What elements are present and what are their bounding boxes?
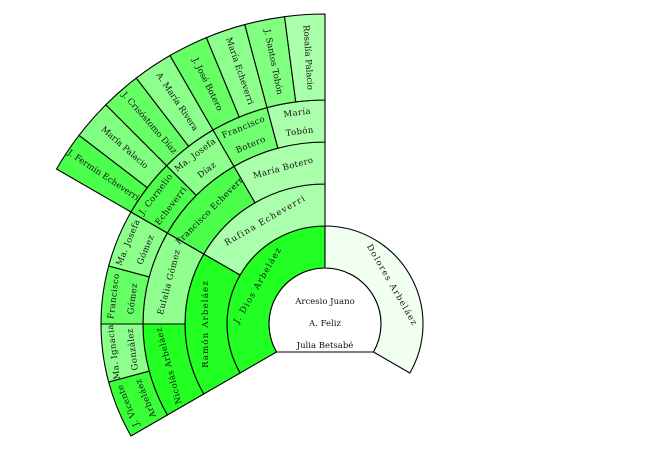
person-j-santos-tobon[interactable]: J. Santos Tobón — [244, 16, 297, 109]
person-rosalia-palacio[interactable]: Rosalía Palacio — [283, 13, 326, 103]
person-cell[interactable] — [324, 225, 424, 374]
center-person-label: Arcesio Juano A. Feliz Julia Betsabé — [294, 297, 354, 351]
person-ma-josefa-diaz[interactable]: Ma. JosefaDíaz — [165, 129, 235, 197]
person-j-vicente-arbelaez[interactable]: J. VicenteArbeláez — [107, 370, 169, 437]
center-name-line: Julia Betsabé — [296, 340, 354, 351]
person-maria-palacio[interactable]: María Palacio — [78, 104, 168, 189]
person-name-line: María — [283, 106, 312, 121]
person-cell[interactable] — [283, 13, 326, 103]
person-maria-botero[interactable]: María Botero — [233, 141, 326, 204]
person-name: María Tobón — [283, 106, 315, 139]
person-francisco-gomez[interactable]: Francisco Gómez — [100, 265, 150, 325]
center-name-line: A. Feliz — [308, 319, 341, 329]
person-name: Rosalía Palacio — [300, 25, 315, 91]
center-name-line: Arcesio Juano — [294, 297, 354, 307]
person-name-line: Ramón Arbeláez — [200, 280, 211, 368]
person-cell[interactable] — [266, 99, 326, 149]
person-name-line: Gómez — [125, 282, 140, 315]
person-name-line: Tobón — [285, 124, 314, 139]
person-maria-tobon[interactable]: María Tobón — [266, 99, 326, 149]
person-ma-ignacia-gonzalez[interactable]: Ma. Ignacia González — [100, 321, 150, 383]
person-name: Ramón Arbeláez — [200, 280, 211, 368]
